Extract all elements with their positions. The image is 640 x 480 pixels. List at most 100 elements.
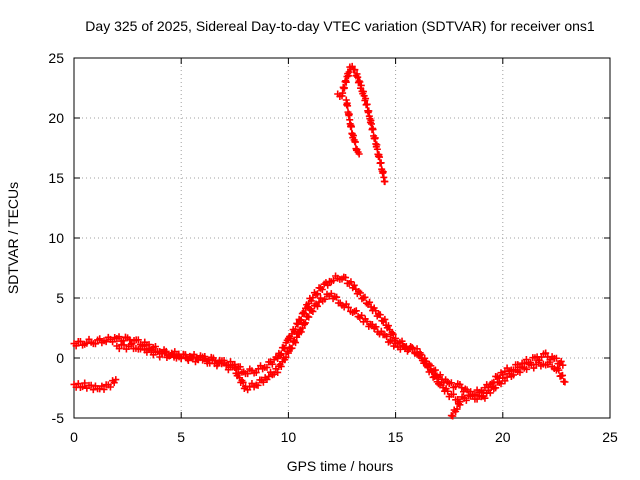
data-point: [231, 363, 239, 371]
data-point: [388, 336, 396, 344]
data-point: [383, 333, 391, 341]
data-point: [552, 354, 560, 362]
data-point: [259, 378, 267, 386]
data-point: [234, 370, 242, 378]
data-point: [321, 295, 329, 303]
data-point: [161, 349, 169, 357]
data-point: [523, 365, 531, 373]
data-point: [177, 354, 185, 362]
data-point: [297, 328, 305, 336]
data-point: [112, 376, 120, 384]
data-point: [351, 138, 359, 146]
x-axis-label: GPS time / hours: [287, 458, 394, 474]
data-point: [535, 358, 543, 366]
data-point: [555, 366, 563, 374]
y-axis-label: SDTVAR / TECUs: [5, 182, 21, 294]
data-point: [134, 336, 142, 344]
data-point: [313, 302, 321, 310]
data-point: [347, 123, 355, 131]
data-point: [115, 345, 123, 353]
data-point: [530, 364, 538, 372]
data-point: [416, 352, 424, 360]
data-point: [313, 290, 321, 298]
data-point: [456, 401, 464, 409]
data-point: [444, 387, 452, 395]
data-point: [454, 400, 462, 408]
data-point: [497, 380, 505, 388]
data-point: [351, 66, 359, 74]
data-point: [384, 322, 392, 330]
data-point: [462, 396, 470, 404]
data-point: [300, 320, 308, 328]
grid: [74, 58, 610, 418]
data-point: [74, 380, 82, 388]
data-point: [312, 291, 320, 299]
data-point: [244, 370, 252, 378]
data-point: [344, 303, 352, 311]
data-point: [222, 361, 230, 369]
data-point: [463, 386, 471, 394]
data-point: [189, 353, 197, 361]
data-point: [96, 335, 104, 343]
data-point: [76, 337, 84, 345]
data-point: [392, 339, 400, 347]
data-point: [376, 153, 384, 161]
data-point: [277, 363, 285, 371]
data-point: [438, 379, 446, 387]
y-tick-label: -5: [52, 410, 65, 426]
data-point: [486, 389, 494, 397]
data-point: [282, 353, 290, 361]
y-tick-label: 25: [48, 50, 64, 66]
data-point: [447, 379, 455, 387]
x-axis: 0 5 10 15 20 25: [70, 58, 618, 445]
data-point: [270, 370, 278, 378]
data-point: [268, 360, 276, 368]
y-tick-label: 0: [56, 350, 64, 366]
data-point: [559, 361, 567, 369]
data-point: [126, 336, 134, 344]
data-point: [357, 81, 365, 89]
data-point: [292, 339, 300, 347]
data-point: [347, 278, 355, 286]
data-point: [542, 349, 550, 357]
data-point: [401, 343, 409, 351]
data-point: [302, 319, 310, 327]
data-point: [546, 358, 554, 366]
data-point: [344, 102, 352, 110]
data-point: [324, 281, 332, 289]
data-point: [100, 385, 108, 393]
data-point: [436, 371, 444, 379]
data-point: [411, 348, 419, 356]
data-points: [70, 62, 569, 420]
data-point: [356, 289, 364, 297]
data-point: [333, 293, 341, 301]
data-point: [265, 372, 273, 380]
data-point: [294, 320, 302, 328]
x-tick-label: 0: [70, 429, 78, 445]
data-point: [127, 340, 135, 348]
x-tick-label: 20: [495, 429, 511, 445]
data-point: [299, 308, 307, 316]
data-point: [557, 357, 565, 365]
data-point: [356, 78, 364, 86]
x-tick-label: 5: [177, 429, 185, 445]
data-point: [201, 355, 209, 363]
data-point: [83, 339, 91, 347]
data-point: [453, 405, 461, 413]
data-point: [368, 321, 376, 329]
data-point: [559, 371, 567, 379]
data-point: [106, 383, 114, 391]
data-point: [109, 338, 117, 346]
data-point: [318, 286, 326, 294]
data-point: [449, 390, 457, 398]
data-point: [288, 344, 296, 352]
data-point: [396, 345, 404, 353]
data-point: [147, 347, 155, 355]
data-point: [371, 134, 379, 142]
data-point: [305, 313, 313, 321]
data-point: [208, 356, 216, 364]
data-point: [355, 287, 363, 295]
data-point: [327, 290, 335, 298]
data-point: [510, 371, 518, 379]
